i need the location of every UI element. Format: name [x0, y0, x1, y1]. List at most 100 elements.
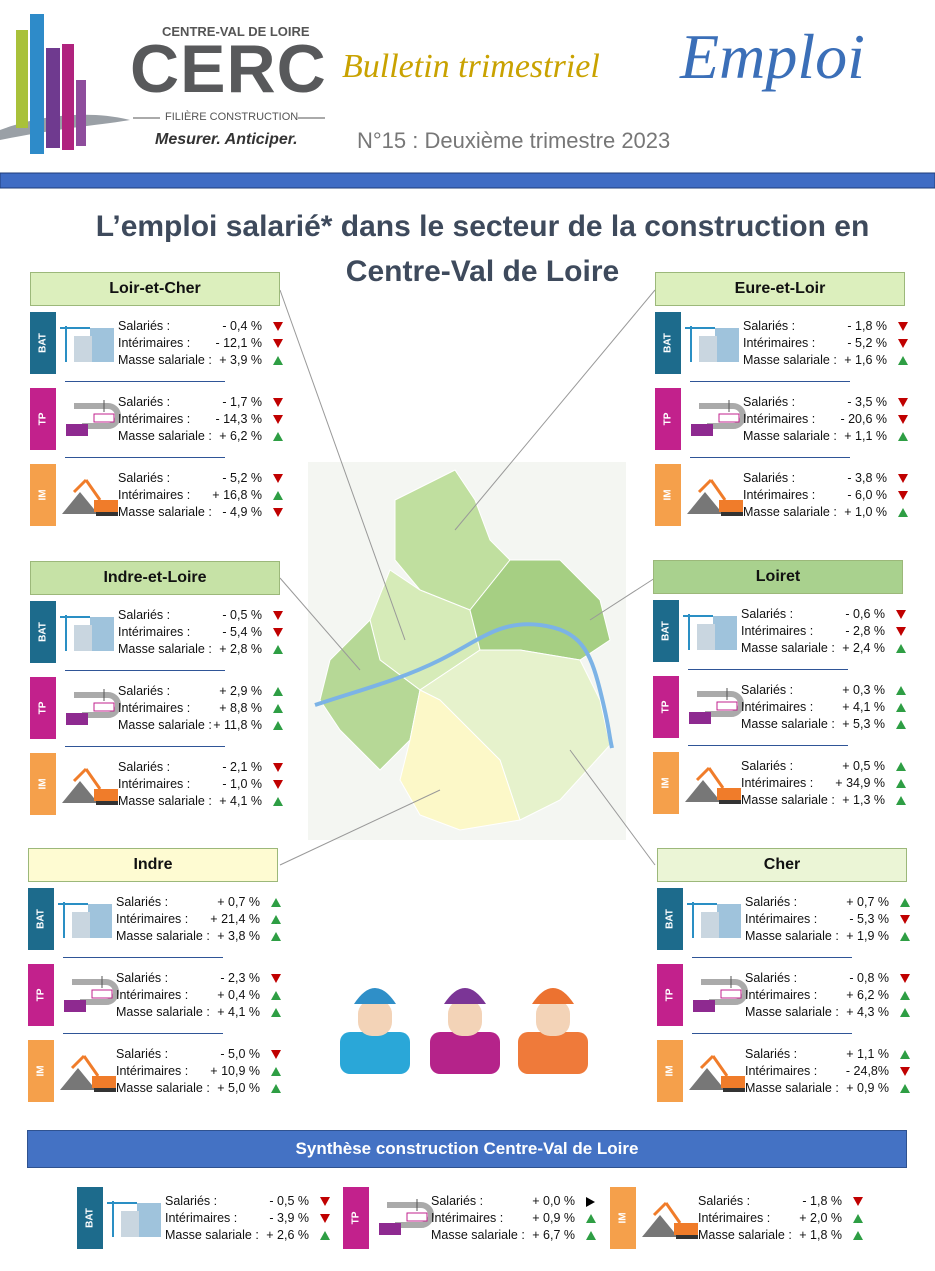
row-label: Salariés : [118, 395, 171, 409]
row-value: + 6,2 % [846, 988, 889, 1002]
row-label: Intérimaires : [118, 336, 191, 350]
separator [688, 669, 848, 670]
row-label: Salariés : [116, 1047, 169, 1061]
sector-icon [60, 615, 114, 651]
trend-arrow [271, 991, 281, 1000]
sector-tile: BAT [653, 600, 679, 662]
sector-tile: IM [30, 753, 56, 815]
row-label: Intérimaires : [745, 988, 818, 1002]
sector-label: BAT [660, 621, 672, 641]
row-label: Salariés : [431, 1194, 484, 1208]
sector-icon [60, 1054, 116, 1092]
sector-icon [66, 400, 121, 436]
sector-icon [691, 400, 746, 436]
row-value: + 4,3 % [846, 1005, 889, 1019]
emploi: Emploi [680, 21, 865, 92]
trend-arrow [273, 797, 283, 806]
separator [692, 1033, 852, 1034]
sector-tile: BAT [77, 1187, 103, 1249]
row-value: + 11,8 % [213, 718, 262, 732]
trend-arrow [896, 762, 906, 771]
row-value: - 0,5 % [269, 1194, 309, 1208]
sector-label: TP [35, 988, 47, 1002]
row-label: Intérimaires : [165, 1211, 238, 1225]
trend-arrow [896, 644, 906, 653]
row-value: + 4,1 % [842, 700, 885, 714]
row-label: Masse salariale : [745, 929, 839, 943]
trend-arrow [898, 415, 908, 424]
row-label: Masse salariale : [118, 429, 212, 443]
trend-arrow [898, 339, 908, 348]
sector-tile: IM [653, 752, 679, 814]
row-label: Intérimaires : [741, 624, 814, 638]
row-value: - 5,0 % [220, 1047, 260, 1061]
trend-arrow [273, 721, 283, 730]
logo-bar [62, 44, 74, 150]
row-label: Masse salariale : [165, 1228, 259, 1242]
row-value: + 1,0 % [844, 505, 887, 519]
row-label: Intérimaires : [116, 988, 189, 1002]
row-label: Salariés : [741, 683, 794, 697]
sector-tile: IM [655, 464, 681, 526]
worker [340, 988, 410, 1074]
row-label: Intérimaires : [743, 412, 816, 426]
trend-arrow [273, 432, 283, 441]
row-value: - 0,5 % [222, 608, 262, 622]
row-value: - 20,6 % [840, 412, 887, 426]
row-label: Salariés : [116, 895, 169, 909]
trend-arrow [900, 1008, 910, 1017]
row-value: - 1,7 % [222, 395, 262, 409]
trend-arrow [273, 415, 283, 424]
separator [63, 957, 223, 958]
connector [454, 289, 656, 531]
trend-arrow [271, 1050, 281, 1059]
row-value: + 21,4 % [210, 912, 260, 926]
trend-arrow [896, 796, 906, 805]
sector-tile: TP [653, 676, 679, 738]
sector-icon [642, 1201, 698, 1239]
row-label: Masse salariale : [118, 505, 212, 519]
row-value: + 1,9 % [846, 929, 889, 943]
logo-bar [76, 80, 86, 146]
connector [589, 577, 656, 621]
row-label: Salariés : [745, 895, 798, 909]
trend-arrow [898, 491, 908, 500]
sector-tile: BAT [30, 601, 56, 663]
worker [430, 988, 500, 1074]
row-label: Salariés : [118, 684, 171, 698]
row-value: - 3,9 % [269, 1211, 309, 1225]
row-value: + 2,8 % [219, 642, 262, 656]
trend-arrow [273, 491, 283, 500]
sector-tile: BAT [655, 312, 681, 374]
trend-arrow [586, 1197, 595, 1207]
trend-arrow [273, 611, 283, 620]
sector-icon [685, 326, 739, 362]
separator [692, 957, 852, 958]
trend-arrow [900, 974, 910, 983]
sector-icon [66, 689, 121, 725]
row-label: Intérimaires : [745, 912, 818, 926]
row-value: - 12,1 % [215, 336, 262, 350]
trend-arrow [273, 508, 283, 517]
sector-label: IM [37, 489, 49, 501]
sector-tile: IM [30, 464, 56, 526]
sector-label: IM [35, 1065, 47, 1077]
river [314, 622, 614, 749]
separator [65, 457, 225, 458]
title-line: L’emploi salarié* dans le secteur de la … [95, 210, 870, 243]
row-label: Salariés : [698, 1194, 751, 1208]
sector-label: BAT [37, 333, 49, 353]
trend-arrow [896, 686, 906, 695]
department-name: Indre [28, 848, 278, 882]
row-label: Masse salariale : [118, 353, 212, 367]
trend-arrow [900, 1084, 910, 1093]
row-label: Masse salariale : [698, 1228, 792, 1242]
sector-tile: TP [28, 964, 54, 1026]
row-value: - 2,1 % [222, 760, 262, 774]
trend-arrow [898, 398, 908, 407]
row-label: Salariés : [743, 471, 796, 485]
trend-arrow [271, 915, 281, 924]
sector-tile: TP [30, 388, 56, 450]
sector-icon [62, 767, 118, 805]
filiere: FILIÈRE CONSTRUCTION [165, 111, 299, 123]
